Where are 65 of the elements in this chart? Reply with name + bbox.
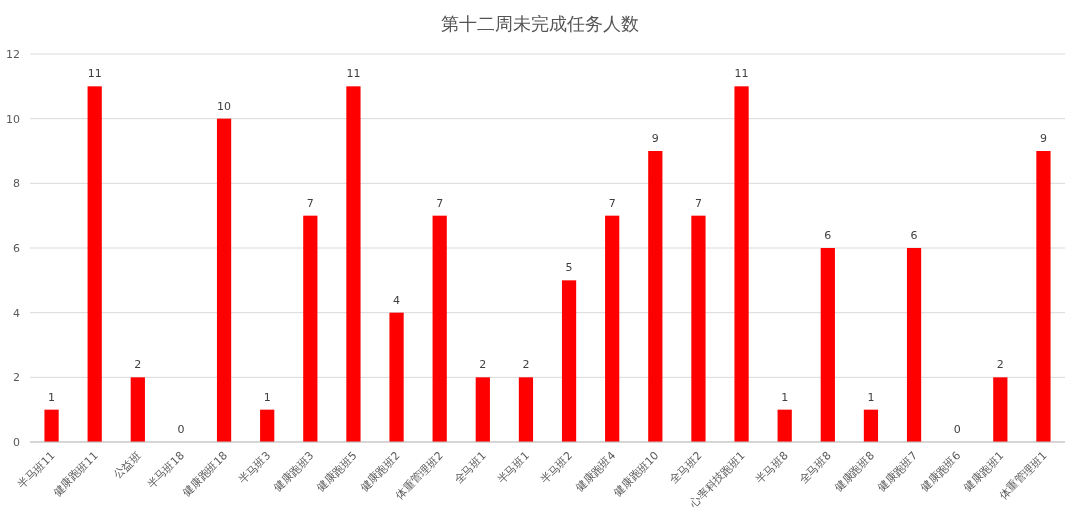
data-label: 1 [781,390,789,404]
bar [303,215,318,442]
data-label: 2 [996,358,1004,372]
data-label: 0 [177,423,185,436]
bar [820,248,835,442]
data-label: 1 [263,390,271,404]
bar [389,312,404,442]
x-tick-label: 健康跑班5 [314,448,360,495]
data-label: 11 [346,67,361,81]
y-tick-label: 4 [13,306,20,320]
x-tick-label: 全马班2 [667,448,705,487]
bar [993,377,1008,442]
data-label: 9 [651,132,659,145]
x-tick-label: 公益班 [111,448,144,482]
data-label: 7 [608,196,616,210]
bar [87,86,102,442]
bar [605,215,620,442]
data-label: 6 [824,229,832,242]
bar [432,215,447,442]
data-label: 7 [436,196,444,210]
data-label: 7 [306,196,314,210]
data-label: 7 [694,196,702,210]
bar [130,377,145,442]
x-tick-label: 健康跑班6 [918,448,964,495]
chart-title: 第十二周未完成任务人数 [441,13,639,34]
x-tick-label: 半马班3 [235,448,274,487]
data-label: 10 [217,99,232,113]
bar [260,409,275,442]
x-tick-label: 全马班1 [451,448,489,487]
x-tick-label: 半马班1 [494,448,533,487]
data-label: 4 [393,293,401,307]
y-tick-label: 10 [6,112,20,126]
bar [561,280,577,442]
data-label: 5 [565,261,573,275]
y-tick-label: 12 [6,48,20,61]
data-label: 2 [479,358,487,372]
x-tick-label: 健康跑班3 [271,448,317,495]
bar [346,86,361,442]
data-label: 9 [1039,132,1047,145]
bar [734,86,749,442]
bar [863,409,879,442]
y-tick-label: 6 [13,242,20,255]
data-label: 11 [734,67,749,81]
data-label: 6 [910,229,918,242]
data-label: 0 [953,423,961,436]
bar [216,118,232,442]
data-label: 2 [522,358,530,372]
y-tick-label: 8 [13,177,20,191]
bar [1036,151,1051,442]
bar [906,248,922,442]
data-label: 2 [134,358,142,372]
x-tick-label: 半马班2 [537,448,576,487]
data-label: 1 [48,390,56,404]
y-tick-label: 2 [13,371,20,385]
y-tick-label: 0 [13,436,20,449]
bar [44,409,59,442]
x-tick-label: 半马班8 [753,448,791,487]
bar [691,215,706,442]
data-label: 11 [87,67,102,81]
bar [648,151,663,442]
x-tick-label: 全马班8 [796,448,834,487]
data-label: 1 [867,390,875,404]
bar [777,409,792,442]
bar [475,377,490,442]
bar [518,377,534,442]
